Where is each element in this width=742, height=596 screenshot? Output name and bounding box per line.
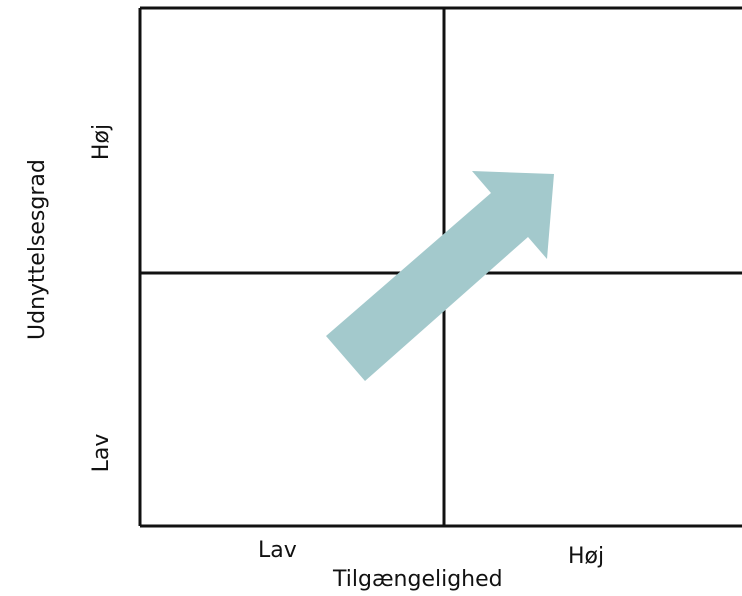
y-axis-title: Udnyttelsesgrad: [25, 159, 50, 340]
x-label-low: Lav: [258, 538, 297, 563]
y-label-high: Høj: [89, 123, 114, 161]
direction-arrow: [326, 171, 554, 381]
x-axis-title: Tilgængelighed: [333, 567, 503, 592]
x-label-high: Høj: [568, 544, 605, 569]
y-label-low: Lav: [89, 433, 114, 473]
